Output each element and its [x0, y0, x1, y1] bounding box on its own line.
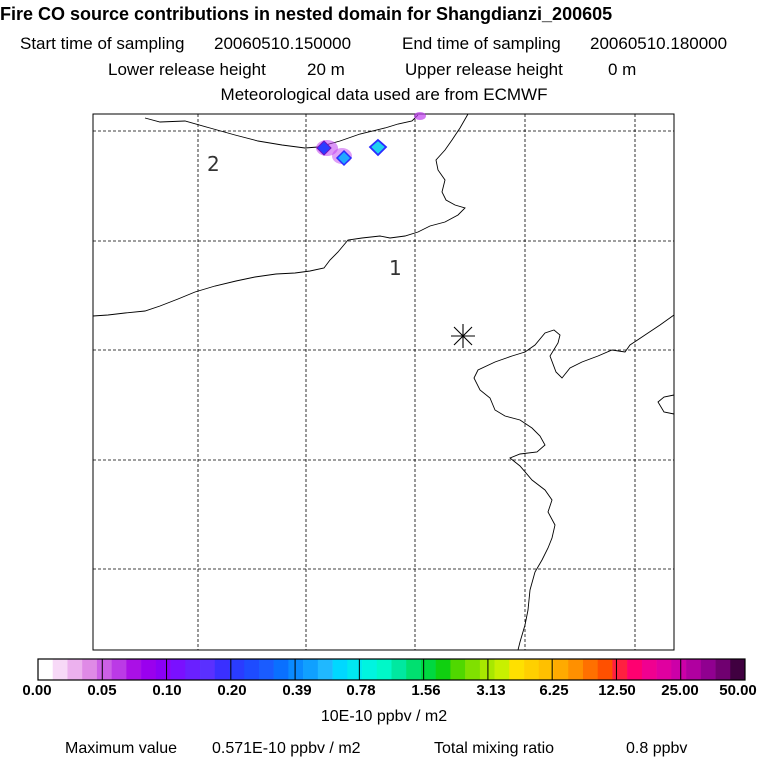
colorbar-cell — [494, 659, 510, 680]
colorbar-cell — [582, 659, 599, 680]
colorbar-cell — [258, 659, 274, 680]
colorbar-cell — [362, 659, 378, 680]
colorbar-cell — [111, 659, 127, 680]
colorbar-cell — [465, 659, 481, 680]
colorbar-cell — [406, 659, 422, 680]
colorbar-cell — [288, 659, 304, 680]
colorbar-cell — [82, 659, 98, 680]
hotspot-diamond — [368, 138, 388, 157]
end-time-label: End time of sampling — [402, 34, 561, 53]
colorbar-cell — [273, 659, 289, 680]
colorbar-cell — [376, 659, 392, 680]
colorbar — [37, 658, 746, 681]
border-line — [92, 113, 469, 317]
colorbar-cell — [155, 659, 171, 680]
colorbar-tick-label: 50.00 — [719, 682, 757, 699]
colorbar-cell — [656, 659, 672, 680]
colorbar-tick-label: 0.05 — [87, 682, 117, 699]
met-data-line: Meteorological data used are from ECMWF — [220, 85, 548, 104]
colorbar-cell — [641, 659, 657, 680]
lower-release-label: Lower release height — [108, 60, 266, 79]
colorbar-units: 10E-10 ppbv / m2 — [320, 708, 448, 725]
colorbar-cell — [126, 659, 142, 680]
colorbar-frame — [37, 658, 746, 681]
colorbar-cell — [479, 659, 495, 680]
plot-title: Fire CO source contributions in nested d… — [0, 4, 613, 24]
colorbar-cell — [303, 659, 319, 680]
colorbar-tick-label: 25.00 — [661, 682, 699, 699]
colorbar-cell — [420, 659, 436, 680]
upper-release-label: Upper release height — [405, 60, 563, 79]
colorbar-cell — [185, 659, 201, 680]
colorbar-cell — [244, 659, 260, 680]
fire-hotspots — [316, 112, 426, 167]
colorbar-cell — [715, 659, 731, 680]
colorbar-tick-label: 0.78 — [346, 682, 376, 699]
hotspot-halo — [414, 112, 426, 120]
colorbar-cell — [52, 659, 68, 680]
colorbar-cell — [332, 659, 348, 680]
colorbar-cell — [671, 659, 687, 680]
colorbar-cell — [730, 659, 746, 680]
colorbar-cell — [509, 659, 525, 680]
colorbar-cell — [38, 659, 54, 680]
colorbar-cell — [686, 659, 702, 680]
colorbar-tick-label: 3.13 — [476, 682, 506, 699]
total-mixing-label: Total mixing ratio — [434, 740, 555, 757]
colorbar-tick-label: 0.00 — [22, 682, 52, 699]
region-label: 1 — [389, 256, 402, 280]
colorbar-cell — [450, 659, 466, 680]
hotspot-diamond — [316, 140, 332, 156]
colorbar-cell — [553, 659, 569, 680]
colorbar-cell — [391, 659, 407, 680]
colorbar-tick-label: 1.56 — [411, 682, 441, 699]
start-time-label: Start time of sampling — [20, 34, 185, 53]
lower-release-value: 20 m — [307, 60, 345, 79]
colorbar-cell — [538, 659, 554, 680]
colorbar-cell — [612, 659, 628, 680]
colorbar-cell — [597, 659, 613, 680]
receptor-star-icon — [451, 324, 475, 348]
colorbar-cell — [141, 659, 157, 680]
start-time-value: 20060510.150000 — [214, 34, 352, 53]
colorbar-cell — [67, 659, 83, 680]
colorbar-tick-label: 6.25 — [539, 682, 569, 699]
colorbar-cell — [568, 659, 584, 680]
colorbar-cell — [214, 659, 230, 680]
max-value: 0.571E-10 ppbv / m2 — [212, 740, 361, 757]
upper-release-value: 0 m — [608, 60, 637, 79]
colorbar-cell — [96, 659, 112, 680]
border-line — [144, 114, 419, 149]
colorbar-cell — [200, 659, 216, 680]
colorbar-cell — [627, 659, 643, 680]
border-line — [473, 314, 675, 651]
region-label: 2 — [207, 152, 220, 176]
colorbar-tick-label: 12.50 — [598, 682, 636, 699]
colorbar-cell — [700, 659, 716, 680]
hotspot-diamond — [335, 149, 353, 167]
colorbar-tick-label: 0.20 — [217, 682, 247, 699]
colorbar-cell — [229, 659, 245, 680]
graticule — [93, 114, 674, 650]
colorbar-tick-label: 0.10 — [152, 682, 182, 699]
colorbar-cell — [435, 659, 451, 680]
map-frame — [92, 113, 675, 651]
colorbar-cell — [317, 659, 333, 680]
colorbar-cell — [347, 659, 363, 680]
colorbar-cell — [170, 659, 186, 680]
colorbar-tick-label: 0.39 — [282, 682, 312, 699]
boundaries — [92, 113, 675, 651]
colorbar-cell — [524, 659, 540, 680]
border-line — [657, 394, 675, 415]
max-value-label: Maximum value — [65, 740, 178, 757]
end-time-value: 20060510.180000 — [590, 34, 728, 53]
total-mixing-value: 0.8 ppbv — [626, 740, 688, 757]
